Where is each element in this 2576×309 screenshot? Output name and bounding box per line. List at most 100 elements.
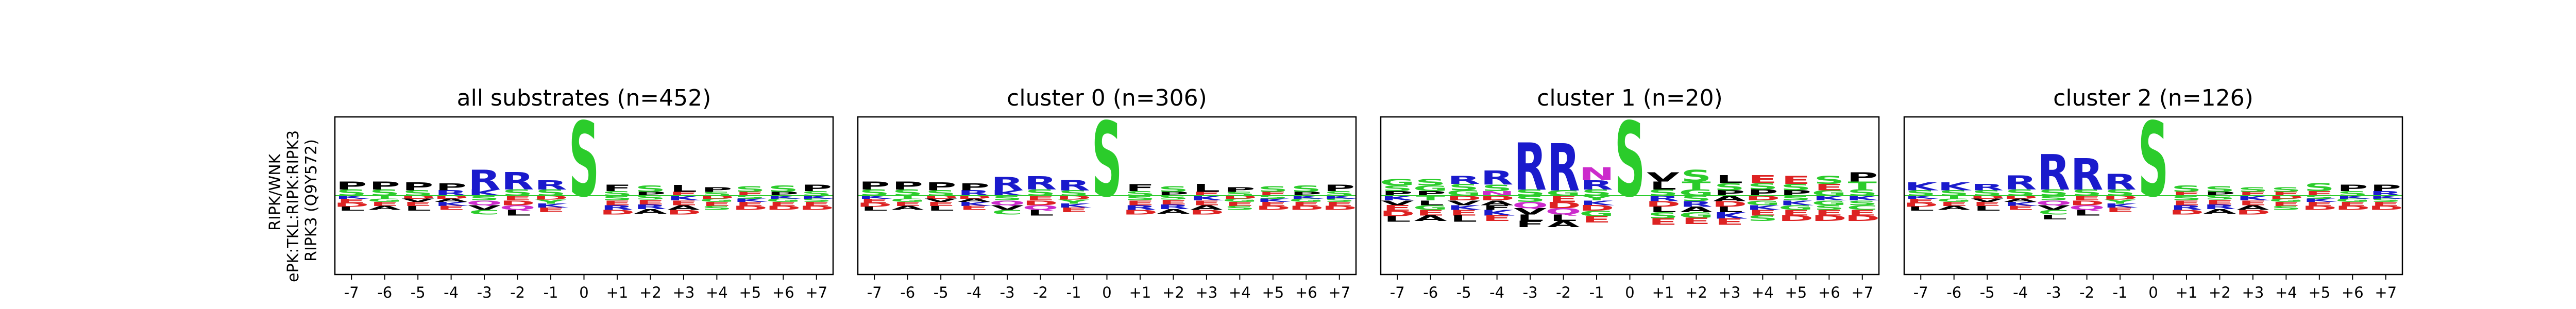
logo-letter-Q: Q <box>1023 204 1059 212</box>
logo-letter-A: A <box>2236 204 2269 212</box>
x-tick-label: +2 <box>639 284 662 301</box>
logo-letter-S: S <box>1415 178 1446 187</box>
x-tick-label: +4 <box>2275 284 2297 301</box>
logo-letter-E: E <box>2371 201 2400 207</box>
logo-letter-A: A <box>435 198 468 203</box>
logo-letter-R: R <box>1547 130 1580 206</box>
logo-letter-V: V <box>991 204 1024 212</box>
logo-letter-K: K <box>1447 204 1482 212</box>
x-tick-label: +2 <box>1685 284 1707 301</box>
x-tick-label: +3 <box>1196 284 1218 301</box>
logo-letter-S: S <box>2304 181 2334 194</box>
logo-letter-L: L <box>1716 173 1743 185</box>
x-tick-label: +4 <box>706 284 728 301</box>
logo-letter-S: S <box>635 195 666 201</box>
x-tick-label: -2 <box>1033 284 1048 301</box>
logo-letter-S: S <box>2205 185 2235 194</box>
logo-letter-E: E <box>2205 198 2234 206</box>
logo-letter-K: K <box>1713 211 1748 220</box>
logo-letter-P: P <box>958 181 989 193</box>
logo-letter-P: P <box>1847 169 1878 184</box>
logo-letter-G: G <box>1679 211 1714 219</box>
logo-letter-R: R <box>1447 174 1480 186</box>
logo-letter-Y: Y <box>2104 199 2137 205</box>
logo-letter-S: S <box>2304 195 2334 200</box>
logo-letter-G: G <box>1223 198 1258 203</box>
panel-title: cluster 0 (n=306) <box>1007 85 1207 111</box>
x-tick-label: -6 <box>377 284 392 301</box>
logo-letter-K: K <box>1938 180 1972 193</box>
logo-letter-D: D <box>1023 199 1058 207</box>
logo-letter-E: E <box>1292 201 1320 207</box>
x-tick-label: -4 <box>967 284 981 301</box>
logo-letter-D: D <box>1380 209 1415 218</box>
logo-letter-Q: Q <box>2036 199 2072 207</box>
logo-letter-P: P <box>801 183 832 193</box>
x-tick-label: +1 <box>606 284 629 301</box>
logo-letter-E: E <box>603 199 632 207</box>
logo-letter-E: E <box>802 201 831 207</box>
logo-letter-E: E <box>1649 217 1677 227</box>
logo-letter-S: S <box>1158 195 1189 201</box>
logo-letter-C: C <box>469 209 500 216</box>
logo-letter-L: L <box>1417 199 1444 207</box>
logo-letter-Q: Q <box>2069 204 2105 212</box>
logo-letter-L: L <box>861 205 888 212</box>
logo-letter-E: E <box>669 199 698 207</box>
logo-letter-S: S <box>992 194 1022 202</box>
logo-letter-L: L <box>1193 182 1220 194</box>
logo-letter-R: R <box>2170 204 2202 212</box>
logo-letter-G: G <box>1745 199 1781 207</box>
x-tick-label: +6 <box>2342 284 2364 301</box>
logo-letter-T: T <box>1682 180 1710 192</box>
logo-letter-V: V <box>924 198 958 203</box>
x-tick-label: -4 <box>444 284 459 301</box>
x-tick-label: -1 <box>1589 284 1604 301</box>
logo-letter-R: R <box>1647 194 1679 203</box>
logo-letter-E: E <box>959 205 988 211</box>
logo-letter-S: S <box>1258 185 1288 194</box>
logo-letter-K: K <box>1381 194 1415 202</box>
logo-letter-S: S <box>2370 198 2401 203</box>
x-tick-label: -3 <box>1523 284 1538 301</box>
logo-letter-D: D <box>699 195 734 200</box>
x-tick-label: +6 <box>1295 284 1317 301</box>
logo-letter-K: K <box>767 195 802 200</box>
logo-letter-D: D <box>2302 205 2337 211</box>
logo-letter-K: K <box>1580 199 1615 207</box>
logo-letter-G: G <box>1413 184 1448 193</box>
x-tick-label: -1 <box>2113 284 2128 301</box>
logo-letter-P: P <box>1224 186 1255 194</box>
logo-letter-D: D <box>2268 195 2303 200</box>
logo-letter-S: S <box>2205 195 2235 201</box>
logo-letter-L: L <box>2040 213 2067 221</box>
logo-letter-L: L <box>1450 214 1477 224</box>
logo-letter-Q: Q <box>500 204 536 212</box>
x-tick-label: -2 <box>510 284 525 301</box>
logo-letter-E: E <box>1940 201 1969 207</box>
logo-letter-C: C <box>992 209 1023 216</box>
logo-letter-Q: Q <box>989 199 1025 207</box>
logo-letter-L: L <box>1650 180 1676 192</box>
logo-letter-T: T <box>893 195 922 200</box>
logo-letter-A: A <box>1713 194 1746 203</box>
logo-letter-S: S <box>1681 194 1711 203</box>
x-tick-label: -6 <box>1423 284 1438 301</box>
logo-letter-K: K <box>1323 195 1358 200</box>
logo-letter-S: S <box>735 195 765 200</box>
logo-letter-V: V <box>1381 199 1414 207</box>
panel-title: all substrates (n=452) <box>457 85 711 111</box>
x-tick-label: -3 <box>477 284 492 301</box>
logo-letter-G: G <box>700 198 735 203</box>
logo-letter-K: K <box>2104 202 2138 209</box>
logo-letter-G: G <box>1811 199 1846 207</box>
x-tick-label: -2 <box>2079 284 2094 301</box>
logo-letter-S: S <box>1814 204 1844 212</box>
logo-letter-F: F <box>1482 204 1511 212</box>
logo-letter-D: D <box>1646 200 1681 209</box>
logo-letter-R: R <box>1057 177 1090 194</box>
logo-letter-V: V <box>1447 199 1480 207</box>
